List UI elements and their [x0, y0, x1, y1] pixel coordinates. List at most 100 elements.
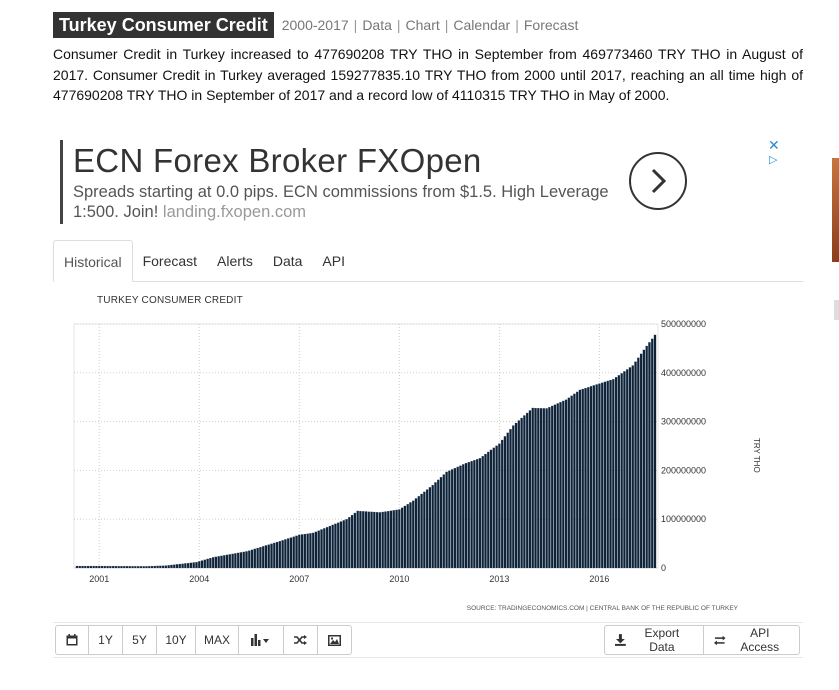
- data-bar: [626, 369, 629, 569]
- data-bar: [445, 471, 448, 569]
- image-button[interactable]: [317, 625, 352, 655]
- data-bar: [100, 565, 104, 569]
- data-bar: [175, 564, 179, 569]
- data-bar: [442, 474, 445, 569]
- data-bar: [312, 532, 315, 569]
- y-tick-label: 500000000: [661, 319, 706, 329]
- ad-title[interactable]: ECN Forex Broker FXOpen: [73, 142, 482, 179]
- data-bar: [106, 565, 109, 569]
- tab-api[interactable]: API: [322, 253, 345, 269]
- data-bar: [525, 412, 529, 569]
- data-bar: [120, 566, 123, 569]
- data-bar: [406, 504, 409, 569]
- data-bar: [345, 519, 348, 569]
- compare-button[interactable]: [283, 625, 318, 655]
- data-bar: [359, 511, 362, 569]
- data-bar: [75, 565, 79, 569]
- data-bar: [651, 338, 654, 569]
- data-bar: [231, 553, 234, 569]
- range-5y-button[interactable]: 5Y: [122, 625, 157, 655]
- separator: |: [515, 17, 519, 33]
- data-bar: [456, 466, 459, 569]
- data-bar: [267, 544, 270, 569]
- data-bar: [537, 408, 540, 569]
- data-bar: [414, 498, 418, 569]
- header-link-forecast[interactable]: Forecast: [523, 17, 579, 33]
- data-bar: [145, 566, 148, 569]
- data-bar: [281, 540, 284, 569]
- data-bar: [509, 429, 512, 569]
- range-1y-button[interactable]: 1Y: [88, 625, 123, 655]
- consumer-credit-chart[interactable]: 0 100000000 200000000 300000000 400000000 500…: [53, 282, 803, 622]
- header-link-range[interactable]: 2000-2017: [281, 17, 349, 33]
- ad-url[interactable]: landing.fxopen.com: [162, 203, 307, 221]
- data-bar: [200, 560, 204, 569]
- data-bar: [409, 502, 412, 569]
- data-bar: [98, 565, 101, 569]
- y-tick-label: 200000000: [661, 465, 706, 475]
- chevron-right-icon[interactable]: [629, 152, 687, 210]
- data-bar: [423, 491, 426, 569]
- data-bar: [164, 565, 168, 569]
- data-bar: [170, 564, 173, 569]
- data-bar: [573, 393, 576, 569]
- adchoices-icon[interactable]: ▷: [769, 154, 778, 166]
- data-bar: [631, 365, 634, 569]
- close-icon[interactable]: ✕: [768, 137, 780, 153]
- data-bar: [314, 531, 318, 569]
- data-bar: [328, 525, 332, 569]
- data-bar: [439, 477, 443, 569]
- data-bar: [581, 388, 584, 569]
- data-bar: [256, 547, 259, 569]
- shuffle-icon: [294, 635, 307, 645]
- data-bar: [173, 564, 176, 569]
- data-bar: [556, 403, 559, 569]
- tab-historical[interactable]: Historical: [53, 240, 133, 282]
- data-bar: [128, 566, 131, 569]
- data-bar: [353, 512, 357, 569]
- data-bar: [653, 334, 657, 569]
- data-bar: [553, 404, 557, 569]
- calendar-button[interactable]: [55, 625, 89, 655]
- export-data-button[interactable]: Export Data: [604, 625, 704, 655]
- data-bar: [606, 380, 609, 569]
- data-bar: [598, 383, 601, 569]
- data-bar: [500, 439, 504, 569]
- chart-type-button[interactable]: [238, 625, 284, 655]
- tab-alerts[interactable]: Alerts: [217, 253, 253, 269]
- tab-forecast[interactable]: Forecast: [142, 253, 198, 269]
- y-tick-label: 0: [661, 563, 666, 573]
- api-access-button[interactable]: API Access: [703, 625, 800, 655]
- ad-banner[interactable]: ECN Forex Broker FXOpen Spreads starting…: [60, 137, 785, 224]
- x-tick-label: 2013: [489, 574, 509, 584]
- data-bar: [587, 387, 590, 569]
- data-bar: [492, 447, 496, 569]
- data-bar: [273, 542, 276, 569]
- data-bar: [398, 509, 401, 569]
- data-bar: [95, 565, 98, 569]
- tab-data[interactable]: Data: [272, 253, 303, 269]
- data-bar: [117, 566, 120, 569]
- data-bar: [292, 536, 295, 569]
- data-bar: [348, 517, 351, 569]
- data-bar: [617, 375, 621, 569]
- header-link-data[interactable]: Data: [362, 17, 392, 33]
- header-link-calendar[interactable]: Calendar: [453, 17, 511, 33]
- data-bar: [389, 510, 393, 569]
- data-bar: [459, 465, 462, 569]
- data-bar: [350, 514, 354, 569]
- data-bar: [503, 436, 507, 569]
- range-max-button[interactable]: MAX: [195, 625, 239, 655]
- data-bar: [253, 548, 257, 569]
- range-10y-button[interactable]: 10Y: [156, 625, 196, 655]
- data-bar: [275, 541, 279, 569]
- header-link-chart[interactable]: Chart: [405, 17, 440, 33]
- data-bar: [506, 432, 509, 569]
- data-bar: [114, 565, 118, 569]
- separator: |: [396, 17, 401, 33]
- data-bar: [161, 565, 165, 569]
- ad-body[interactable]: Spreads starting at 0.0 pips. ECN commis…: [73, 182, 613, 222]
- data-bar: [331, 524, 334, 569]
- data-bar: [475, 459, 479, 569]
- data-bar: [373, 511, 376, 569]
